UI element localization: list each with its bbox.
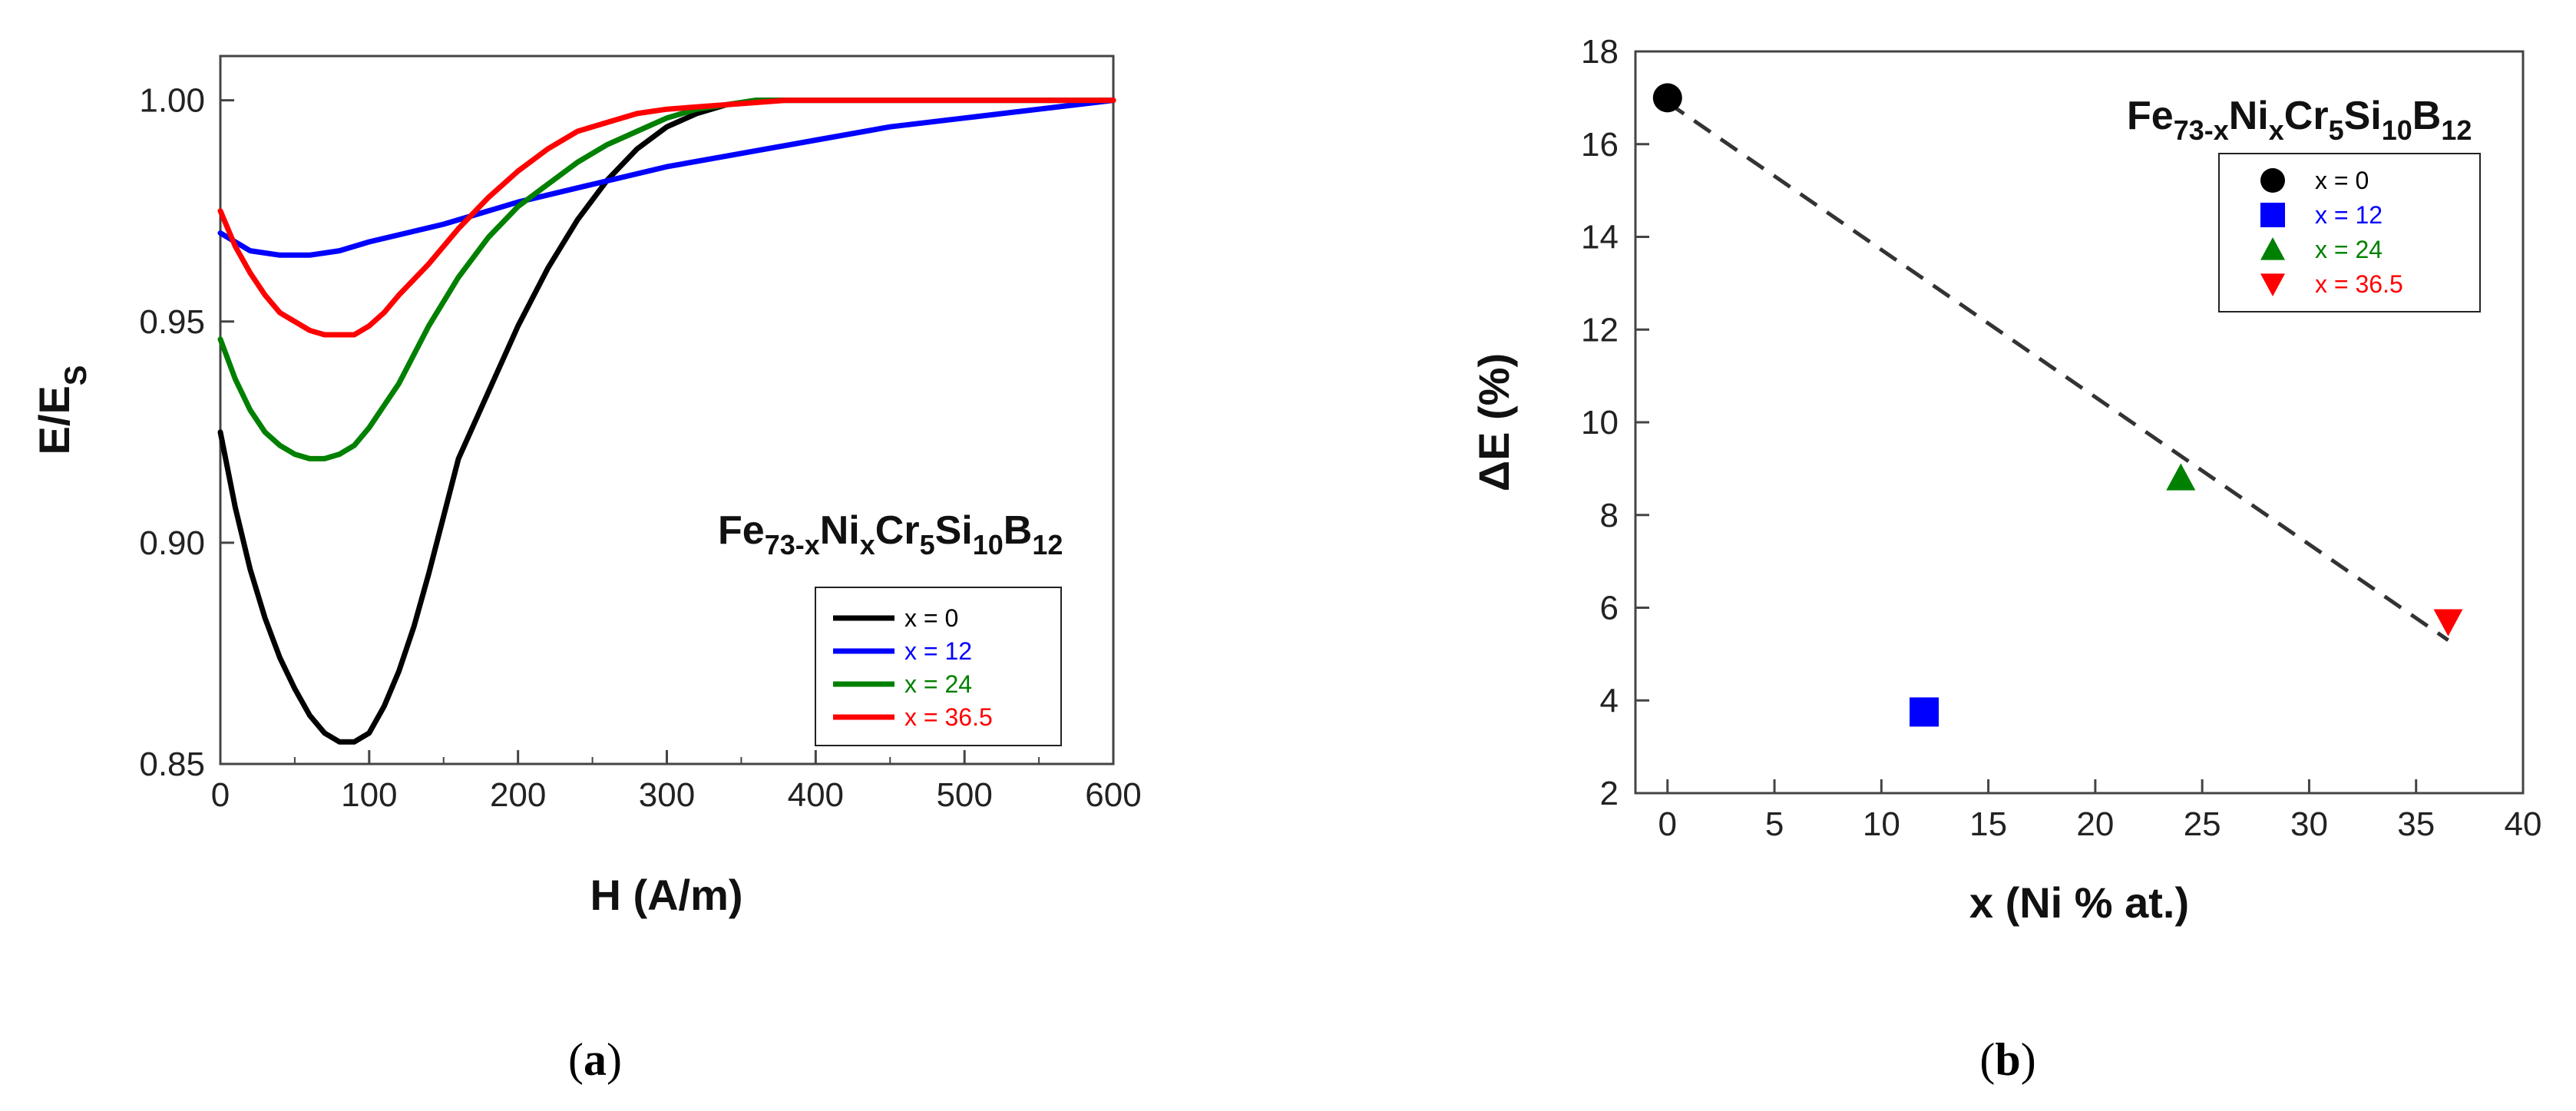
panel-b-y-tick-label: 10 [1581, 404, 1619, 441]
panel-a-x-axis-label: H (A/m) [590, 871, 742, 919]
panel-a-x-tick-label: 300 [639, 776, 695, 814]
panel-a-series-line [217, 98, 1116, 338]
panel-a-y-axis-label: E/ES [30, 365, 93, 455]
panel-b-y-tick-label: 6 [1600, 590, 1619, 627]
panel-a-legend-label: x = 12 [904, 637, 972, 665]
panel-a-x-tick-label: 500 [936, 776, 992, 814]
panel-b-y-tick-label: 2 [1600, 775, 1619, 812]
panel-a-formula: Fe73-xNixCr5Si10B12 [718, 508, 1063, 560]
panel-a-y-tick-label: 1.00 [139, 82, 205, 120]
panel-a-legend-label: x = 36.5 [904, 703, 993, 731]
panel-a-y-tick-label: 0.85 [139, 746, 205, 783]
panel-a-x-tick-label: 200 [490, 776, 546, 814]
panel-b-x-tick-label: 10 [1863, 805, 1900, 843]
panel-a-caption: (a) [568, 1034, 622, 1085]
panel-b-legend-label: x = 36.5 [2315, 270, 2403, 298]
panel-a-y-tick-label: 0.95 [139, 303, 205, 341]
panel-b-y-tick-label: 4 [1600, 682, 1619, 719]
panel-b-legend-marker [2260, 273, 2285, 296]
panel-b-x-tick-label: 5 [1765, 805, 1784, 843]
panel-b-y-tick-label: 16 [1581, 126, 1619, 164]
panel-b-y-axis-label: ΔE (%) [1470, 353, 1518, 491]
panel-a-series-line [217, 98, 1116, 461]
panel-b-legend-marker [2260, 237, 2285, 260]
panel-b-x-axis-label: x (Ni % at.) [1969, 878, 2189, 927]
panel-a-x-tick-label: 600 [1085, 776, 1141, 814]
panel-b-x-tick-label: 40 [2505, 805, 2542, 843]
panel-b-caption: (b) [1979, 1034, 2035, 1085]
panel-b-data-point [2166, 463, 2196, 491]
panel-a-legend-label: x = 24 [904, 670, 972, 698]
panel-b-legend-label: x = 0 [2315, 167, 2369, 194]
panel-a-legend: x = 0 x = 12 x = 24 x = 36.5 [833, 604, 993, 731]
panel-b-legend-label: x = 24 [2315, 236, 2383, 263]
panel-a-chart: 0 100 200 300 400 500 600 0.85 0.90 0.95 1.00 H (A… [30, 55, 1142, 1085]
panel-b-x-tick-label: 20 [2076, 805, 2114, 843]
panel-b-data-point [1652, 83, 1682, 113]
panel-b-x-tick-label: 25 [2184, 805, 2221, 843]
panel-b-fit-line [1666, 101, 2449, 642]
panel-a-x-tick-label: 400 [788, 776, 844, 814]
panel-b-ticks: 0 5 10 15 20 25 30 35 40 2 4 6 8 10 12 14 16 18 [1581, 33, 2541, 843]
panel-b-x-tick-label: 35 [2397, 805, 2435, 843]
panel-b-legend-marker [2260, 203, 2285, 227]
panel-a-x-tick-label: 100 [341, 776, 397, 814]
panel-b-chart: 0 5 10 15 20 25 30 35 40 2 4 6 8 10 12 14 16 18 x (Ni % a… [1470, 33, 2541, 1085]
panel-b-x-tick-label: 15 [1969, 805, 2007, 843]
panel-b-y-tick-label: 14 [1581, 219, 1619, 256]
panel-b-y-tick-label: 18 [1581, 33, 1619, 71]
panel-b-y-tick-label: 12 [1581, 311, 1619, 349]
panel-b-formula: Fe73-xNixCr5Si10B12 [2127, 94, 2472, 146]
panel-b-x-tick-label: 30 [2290, 805, 2328, 843]
panel-a-ticks: 0 100 200 300 400 500 600 0.85 0.90 0.95 1.00 [139, 82, 1141, 814]
panel-a-series-line [217, 98, 1116, 258]
panel-a-y-tick-label: 0.90 [139, 524, 205, 562]
panel-b-data-point [1910, 697, 1939, 727]
panel-b-series [1652, 83, 2463, 727]
panel-b-x-tick-label: 0 [1658, 805, 1677, 843]
panel-b-data-point [2433, 609, 2463, 637]
panel-b-fit [1666, 101, 2449, 642]
panel-b-legend: x = 0 x = 12 x = 24 x = 36.5 [2260, 167, 2403, 298]
panel-b-y-tick-label: 8 [1600, 497, 1619, 534]
panel-b-legend-label: x = 12 [2315, 201, 2383, 229]
panel-b-legend-marker [2260, 168, 2285, 193]
panel-a-legend-label: x = 0 [904, 604, 958, 632]
panel-a-x-tick-label: 0 [211, 776, 230, 814]
panel-a-series [217, 98, 1116, 745]
